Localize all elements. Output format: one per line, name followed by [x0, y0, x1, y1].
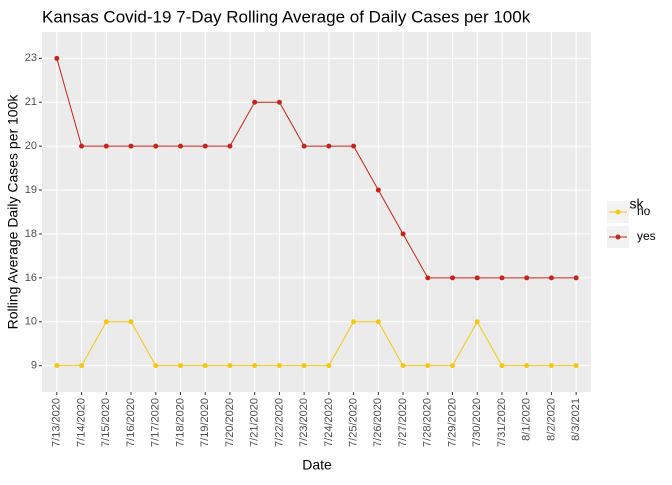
x-tick-label: 7/13/2020 — [51, 398, 63, 447]
x-tick-label: 7/22/2020 — [273, 398, 285, 447]
y-tick-label: 10 — [25, 316, 37, 328]
x-tick-label: 7/23/2020 — [298, 398, 310, 447]
x-tick-label: 8/3/2021 — [570, 398, 582, 441]
data-point — [548, 275, 554, 281]
data-point — [153, 363, 159, 369]
chart-title: Kansas Covid-19 7-Day Rolling Average of… — [42, 7, 531, 26]
data-point — [524, 363, 530, 369]
x-tick-label: 8/1/2020 — [521, 398, 533, 441]
data-point — [548, 363, 554, 369]
data-point — [326, 143, 332, 149]
x-tick-label: 7/19/2020 — [199, 398, 211, 447]
legend-label: no — [637, 204, 651, 218]
x-tick-label: 7/17/2020 — [150, 398, 162, 447]
data-point — [573, 275, 579, 281]
data-point — [499, 275, 505, 281]
data-point — [499, 363, 505, 369]
data-point — [474, 319, 480, 325]
x-tick-label: 7/28/2020 — [422, 398, 434, 447]
data-point — [400, 231, 406, 237]
data-point — [276, 363, 282, 369]
data-point — [252, 99, 258, 105]
x-tick-label: 7/15/2020 — [100, 398, 112, 447]
x-tick-label: 7/25/2020 — [348, 398, 360, 447]
data-point — [227, 143, 233, 149]
data-point — [301, 143, 307, 149]
data-point — [177, 143, 183, 149]
x-tick-label: 7/24/2020 — [323, 398, 335, 447]
data-point — [375, 187, 381, 193]
y-tick-label: 19 — [25, 184, 37, 196]
y-tick-label: 18 — [25, 228, 37, 240]
data-point — [573, 363, 579, 369]
series-line — [56, 320, 577, 367]
data-point — [153, 143, 159, 149]
data-point — [103, 143, 109, 149]
y-tick-label: 20 — [25, 140, 37, 152]
x-tick-label: 7/30/2020 — [471, 398, 483, 447]
legend-point — [615, 209, 621, 215]
legend-label: yes — [637, 229, 656, 243]
data-point — [177, 363, 183, 369]
data-point — [54, 363, 60, 369]
data-point — [326, 363, 332, 369]
data-point — [227, 363, 233, 369]
x-tick-label: 7/27/2020 — [397, 398, 409, 447]
data-point — [301, 363, 307, 369]
data-point — [400, 363, 406, 369]
y-tick-label: 9 — [31, 360, 37, 372]
x-tick-label: 7/29/2020 — [446, 398, 458, 447]
y-tick-label: 21 — [25, 96, 37, 108]
data-point — [79, 143, 85, 149]
data-point — [524, 275, 530, 281]
x-tick-label: 7/18/2020 — [174, 398, 186, 447]
x-tick-label: 7/31/2020 — [496, 398, 508, 447]
y-tick-label: 23 — [25, 52, 37, 64]
x-tick-label: 8/2/2020 — [545, 398, 557, 441]
data-point — [351, 319, 357, 325]
data-point — [202, 143, 208, 149]
data-point — [425, 363, 431, 369]
data-point — [128, 319, 134, 325]
data-point — [450, 363, 456, 369]
data-point — [79, 363, 85, 369]
panel — [42, 32, 591, 392]
x-tick-label: 7/16/2020 — [125, 398, 137, 447]
data-point — [425, 275, 431, 281]
legend-point — [615, 234, 621, 240]
x-tick-label: 7/21/2020 — [249, 398, 261, 447]
data-point — [128, 143, 134, 149]
x-tick-label: 7/14/2020 — [75, 398, 87, 447]
x-axis-title: Date — [302, 457, 332, 473]
data-point — [103, 319, 109, 325]
data-point — [375, 319, 381, 325]
data-point — [351, 143, 357, 149]
x-tick-label: 7/20/2020 — [224, 398, 236, 447]
x-tick-label: 7/26/2020 — [372, 398, 384, 447]
y-axis-title: Rolling Average Daily Cases per 100k — [5, 94, 21, 330]
data-point — [252, 363, 258, 369]
data-point — [474, 275, 480, 281]
y-tick-label: 16 — [25, 272, 37, 284]
series-line — [56, 58, 577, 279]
data-point — [450, 275, 456, 281]
data-point — [54, 55, 60, 61]
data-point — [276, 99, 282, 105]
data-point — [202, 363, 208, 369]
